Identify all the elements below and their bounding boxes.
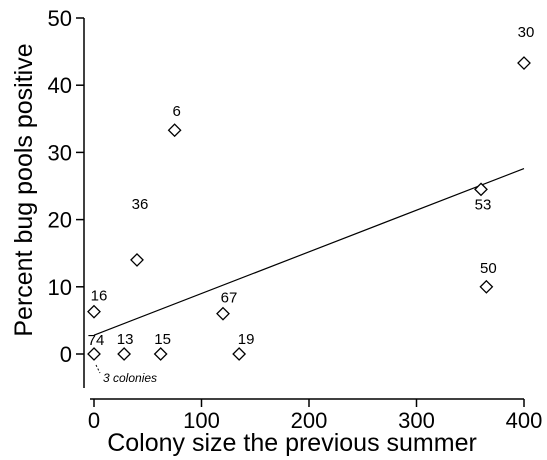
data-point [117,347,132,361]
point-labels-layer: 74 16 13 36 15 6 67 19 53 50 30 3 colonies [88,24,535,385]
y-tick-label: 20 [48,208,72,233]
y-tick-label: 50 [48,6,72,31]
data-point-label: 53 [475,196,492,213]
data-point [216,306,230,321]
data-point-label: 50 [480,260,497,277]
y-tick-label: 10 [48,275,72,300]
x-tick-label: 200 [291,408,328,433]
annotation-three-colonies: 3 colonies [103,371,157,385]
trendline-layer [93,167,525,336]
x-tick-label: 100 [183,408,220,433]
y-tick-label: 40 [48,73,72,98]
data-point [87,347,101,361]
data-point-label: 74 [88,332,105,349]
data-point [232,347,247,361]
data-point [479,279,494,294]
data-point-label: 16 [91,288,108,305]
data-point-label: 36 [132,196,149,213]
points-layer [87,56,531,361]
y-axis-title: Percent bug pools positive [10,43,38,336]
x-tick-label: 0 [88,408,100,433]
data-point-label: 13 [117,331,134,348]
y-tick-label: 0 [60,342,72,367]
data-point [167,123,182,138]
data-point [130,253,144,267]
axes: 0 10 20 30 40 50 0 100 200 300 400 [48,6,543,433]
data-point-label: 19 [238,331,255,348]
x-axis-title: Colony size the previous summer [107,429,477,457]
data-point-label: 6 [172,103,180,120]
regression-line [93,167,525,336]
data-point [153,347,168,361]
y-tick-label: 30 [48,140,72,165]
data-point [474,182,488,197]
x-tick-label: 300 [398,408,435,433]
data-point-label: 30 [518,24,535,41]
data-point-label: 15 [154,331,171,348]
data-point-label: 67 [221,290,238,307]
annotation-leader [95,364,101,374]
data-point [87,304,101,319]
data-point [517,56,531,70]
x-tick-label: 400 [506,408,543,433]
